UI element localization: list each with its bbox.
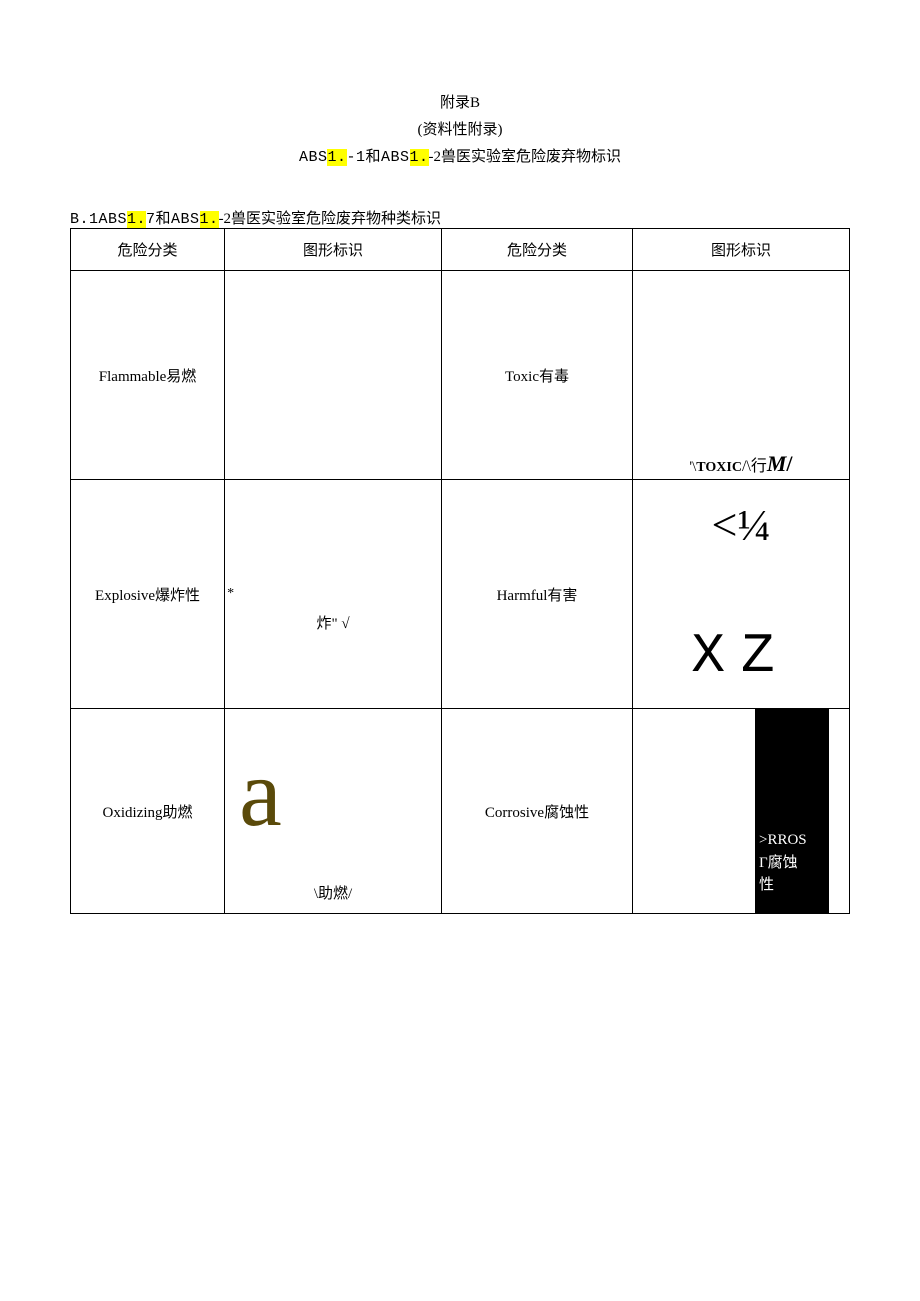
oxidizing-symbol-cell: a \助燃/ (225, 709, 442, 914)
harmful-label: Harmful有害 (442, 480, 633, 709)
col-header-category-2: 危险分类 (442, 229, 633, 271)
explosive-asterisk: * (227, 586, 234, 602)
table-row: Explosive爆炸性 * 炸" √ Harmful有害 <¼ XZ (71, 480, 850, 709)
table-row: Oxidizing助燃 a \助燃/ Corrosive腐蚀性 >RROS Γ腐… (71, 709, 850, 914)
flammable-label: Flammable易燃 (71, 271, 225, 480)
harmful-symbol-cell: <¼ XZ (632, 480, 849, 709)
corrosive-black-block: >RROS Γ腐蚀 性 (755, 709, 829, 913)
explosive-label: Explosive爆炸性 (71, 480, 225, 709)
appendix-header: 附录B (资料性附录) ABS1.-1和ABS1.-2兽医实验室危险废弃物标识 (70, 90, 850, 171)
toxic-symbol-cell: '\TOXIC/\行M/ (632, 271, 849, 480)
col-header-category-1: 危险分类 (71, 229, 225, 271)
header-line-1: 附录B (70, 90, 850, 117)
harmful-top-glyphs: <¼ (633, 498, 849, 550)
oxidizing-a-glyph: a (239, 745, 282, 841)
oxidizing-label: Oxidizing助燃 (71, 709, 225, 914)
toxic-label: Toxic有毒 (442, 271, 633, 480)
harmful-bottom-glyphs: XZ (633, 628, 849, 684)
header-line-2: (资料性附录) (70, 117, 850, 144)
section-b1-title: B.1ABS1.7和ABS1.-2兽医实验室危险废弃物种类标识 (70, 207, 850, 228)
col-header-symbol-2: 图形标识 (632, 229, 849, 271)
explosive-center-text: 炸" √ (225, 612, 441, 633)
document-page: 附录B (资料性附录) ABS1.-1和ABS1.-2兽医实验室危险废弃物标识 … (0, 0, 920, 954)
explosive-symbol-cell: * 炸" √ (225, 480, 442, 709)
hazard-symbol-table: 危险分类 图形标识 危险分类 图形标识 Flammable易燃 Toxic有毒 … (70, 228, 850, 914)
toxic-symbol-text: '\TOXIC/\行M/ (633, 451, 849, 477)
table-header-row: 危险分类 图形标识 危险分类 图形标识 (71, 229, 850, 271)
table-row: Flammable易燃 Toxic有毒 '\TOXIC/\行M/ (71, 271, 850, 480)
header-line-3: ABS1.-1和ABS1.-2兽医实验室危险废弃物标识 (70, 144, 850, 171)
flammable-symbol-cell (225, 271, 442, 480)
oxidizing-line-text: \助燃/ (225, 882, 441, 903)
corrosive-label: Corrosive腐蚀性 (442, 709, 633, 914)
corrosive-symbol-cell: >RROS Γ腐蚀 性 (632, 709, 849, 914)
col-header-symbol-1: 图形标识 (225, 229, 442, 271)
